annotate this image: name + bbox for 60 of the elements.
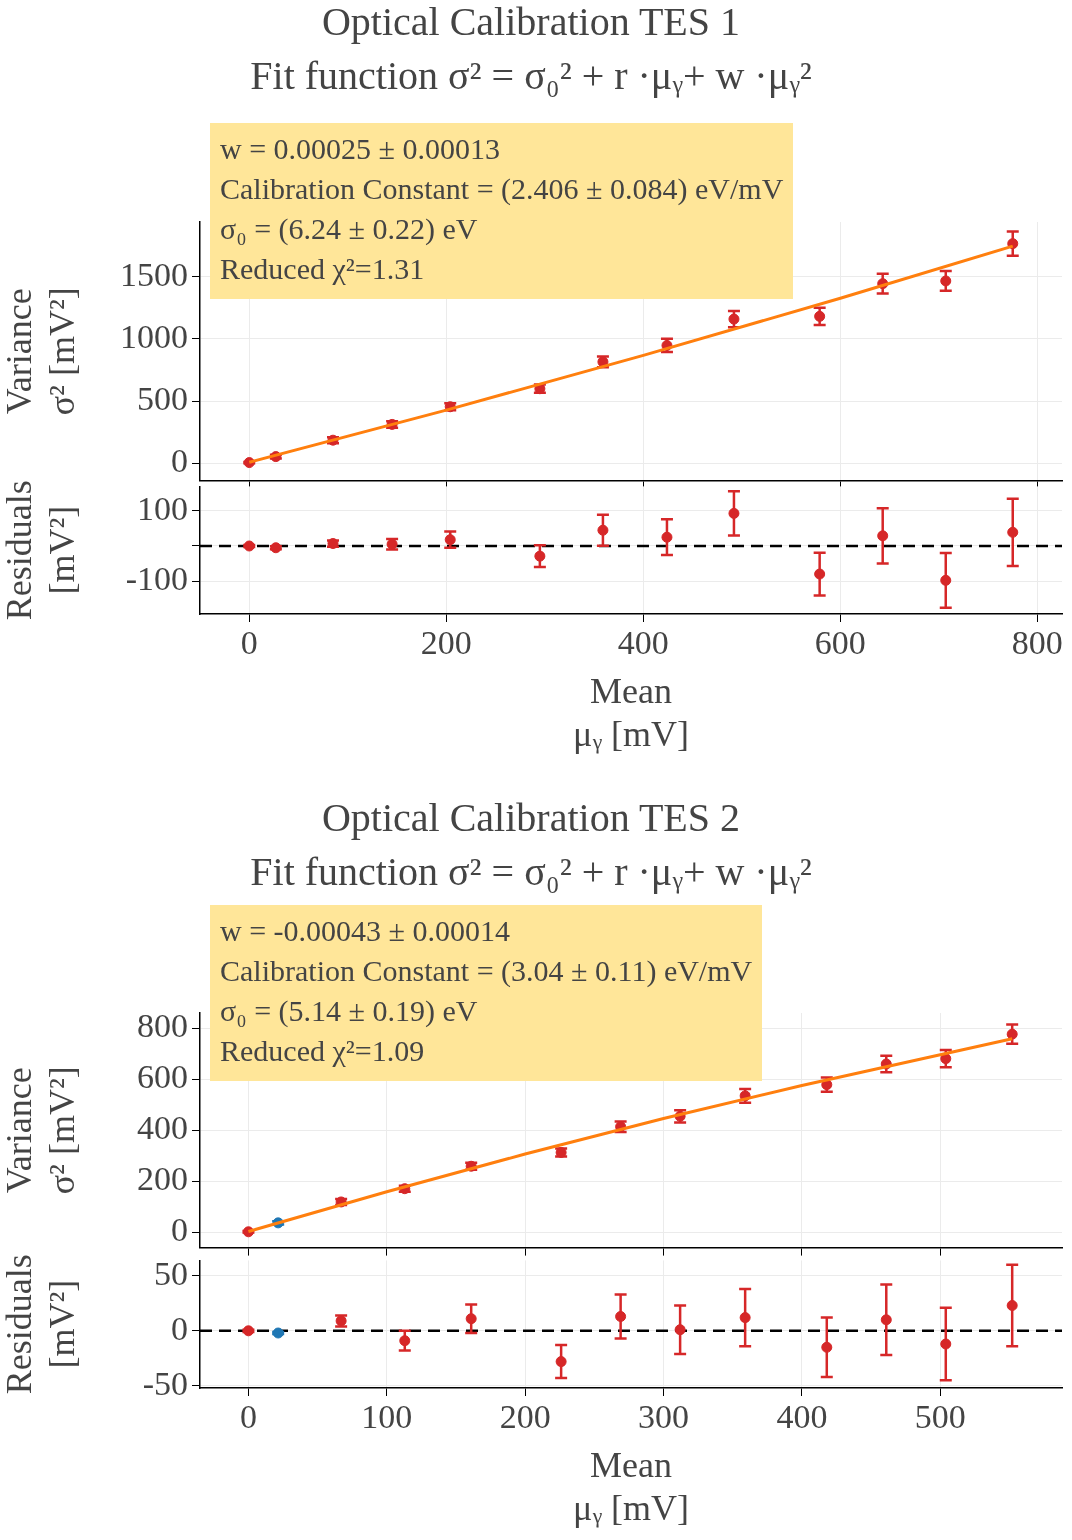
chart-subtitle: Fit function σ² = σ₀² + r ·μᵧ+ w ·μᵧ² <box>250 848 812 894</box>
y-tick-label: -50 <box>142 1364 188 1402</box>
point <box>555 1356 567 1368</box>
x-tick-label: 0 <box>240 624 258 662</box>
y-tick-label: 800 <box>137 1007 188 1045</box>
point <box>465 1313 477 1325</box>
y-tick-label: 50 <box>154 1254 188 1292</box>
x-tick-label: 300 <box>638 1398 690 1436</box>
text: w = -0.00043 ± 0.00014 <box>220 913 512 949</box>
y-tick-label: -100 <box>125 559 188 597</box>
y-tick-label: 600 <box>137 1058 188 1096</box>
x-axis-title: Mean μᵧ [mV] <box>573 1444 689 1528</box>
point <box>940 1338 952 1350</box>
y-axis-title: Residuals [mV²] <box>0 480 83 621</box>
annotation: σ₀ = (6.24 ± 0.22) eV <box>220 211 479 247</box>
point <box>877 530 889 542</box>
point <box>597 524 609 536</box>
chart-subtitle: Fit function σ² = σ₀² + r ·μᵧ+ w ·μᵧ² <box>250 52 812 98</box>
y-tick-label: 400 <box>137 1109 188 1147</box>
text: w = 0.00025 ± 0.00013 <box>220 131 502 167</box>
y-tick-label: 500 <box>137 379 188 417</box>
y-axis-title: Variance σ² [mV²] <box>0 287 83 416</box>
y-tick-label: 0 <box>171 1211 188 1249</box>
point <box>728 507 740 519</box>
y-tick-label: 0 <box>171 1309 188 1347</box>
chart-title: Optical Calibration TES 1 <box>321 0 741 44</box>
text: Calibration Constant = (2.406 ± 0.084) eV/mV <box>220 171 784 207</box>
annotation: σ₀ = (5.14 ± 0.19) eV <box>220 993 479 1029</box>
y-tick-label: 1000 <box>120 317 188 355</box>
point <box>534 550 546 562</box>
x-axis-title: Mean μᵧ [mV] <box>573 670 689 754</box>
y-tick-label: 200 <box>137 1160 188 1198</box>
x-tick-label: 200 <box>420 624 472 662</box>
y-tick-label: 0 <box>171 442 188 480</box>
x-tick-label: 0 <box>239 1398 257 1436</box>
text: Calibration Constant = (3.04 ± 0.11) eV/mV <box>220 953 753 989</box>
point <box>940 574 952 586</box>
y-axis-title: Variance σ² [mV²] <box>0 1066 83 1195</box>
x-tick-label: 600 <box>814 624 866 662</box>
y-tick-label: 1500 <box>120 255 188 293</box>
point <box>1007 526 1019 538</box>
y-tick-label: 100 <box>137 489 188 527</box>
x-tick-label: 800 <box>1011 624 1063 662</box>
x-tick-label: 500 <box>914 1398 966 1436</box>
x-tick-label: 400 <box>776 1398 828 1436</box>
point <box>661 531 673 543</box>
annotation: Reduced χ²=1.31 <box>220 251 426 287</box>
annotation: Reduced χ²=1.09 <box>220 1033 426 1069</box>
x-tick-label: 100 <box>361 1398 413 1436</box>
point <box>674 1324 686 1336</box>
point <box>1006 1300 1018 1311</box>
point <box>821 1341 833 1353</box>
point <box>814 568 826 580</box>
y-axis-title: Residuals [mV²] <box>0 1254 83 1395</box>
point <box>739 1312 751 1324</box>
chart-title: Optical Calibration TES 2 <box>321 794 741 840</box>
point <box>615 1311 627 1322</box>
x-tick-label: 400 <box>617 624 669 662</box>
point <box>880 1314 892 1326</box>
x-tick-label: 200 <box>499 1398 551 1436</box>
